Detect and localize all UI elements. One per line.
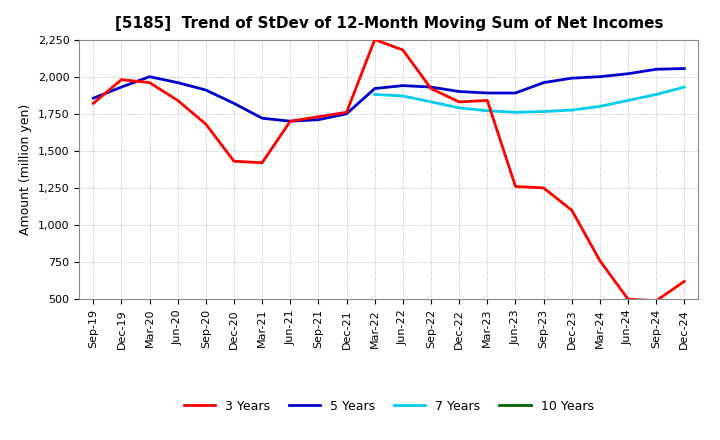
3 Years: [202, 121, 210, 127]
7 Years: [399, 93, 408, 99]
7 Years: [567, 107, 576, 113]
5 Years: [399, 83, 408, 88]
3 Years: [624, 297, 632, 302]
3 Years: [399, 48, 408, 53]
3 Years: [89, 101, 98, 106]
Line: 5 Years: 5 Years: [94, 69, 684, 121]
3 Years: [174, 98, 182, 103]
5 Years: [258, 116, 266, 121]
3 Years: [427, 86, 436, 91]
7 Years: [595, 104, 604, 109]
5 Years: [174, 80, 182, 85]
Legend: 3 Years, 5 Years, 7 Years, 10 Years: 3 Years, 5 Years, 7 Years, 10 Years: [179, 395, 598, 418]
5 Years: [286, 118, 294, 124]
5 Years: [567, 76, 576, 81]
3 Years: [511, 184, 520, 189]
5 Years: [539, 80, 548, 85]
3 Years: [145, 80, 154, 85]
5 Years: [117, 84, 126, 90]
7 Years: [624, 98, 632, 103]
5 Years: [483, 90, 492, 95]
3 Years: [539, 185, 548, 191]
3 Years: [567, 208, 576, 213]
5 Years: [370, 86, 379, 91]
Title: [5185]  Trend of StDev of 12-Month Moving Sum of Net Incomes: [5185] Trend of StDev of 12-Month Moving…: [114, 16, 663, 32]
3 Years: [483, 98, 492, 103]
7 Years: [652, 92, 660, 97]
3 Years: [258, 160, 266, 165]
3 Years: [595, 258, 604, 263]
3 Years: [314, 114, 323, 119]
Y-axis label: Amount (million yen): Amount (million yen): [19, 104, 32, 235]
Line: 3 Years: 3 Years: [94, 40, 684, 301]
3 Years: [230, 158, 238, 164]
7 Years: [539, 109, 548, 114]
5 Years: [680, 66, 688, 71]
7 Years: [427, 99, 436, 105]
3 Years: [117, 77, 126, 82]
5 Years: [202, 88, 210, 93]
Line: 7 Years: 7 Years: [374, 87, 684, 112]
5 Years: [89, 95, 98, 101]
5 Years: [455, 89, 464, 94]
3 Years: [680, 279, 688, 284]
7 Years: [370, 92, 379, 97]
7 Years: [511, 110, 520, 115]
7 Years: [680, 84, 688, 90]
5 Years: [427, 84, 436, 90]
5 Years: [145, 74, 154, 79]
3 Years: [342, 110, 351, 115]
7 Years: [483, 108, 492, 114]
3 Years: [286, 118, 294, 124]
3 Years: [652, 298, 660, 303]
7 Years: [455, 105, 464, 110]
5 Years: [652, 66, 660, 72]
5 Years: [595, 74, 604, 79]
5 Years: [511, 90, 520, 95]
5 Years: [230, 101, 238, 106]
3 Years: [455, 99, 464, 105]
5 Years: [624, 71, 632, 77]
5 Years: [314, 117, 323, 122]
5 Years: [342, 111, 351, 117]
3 Years: [370, 37, 379, 42]
